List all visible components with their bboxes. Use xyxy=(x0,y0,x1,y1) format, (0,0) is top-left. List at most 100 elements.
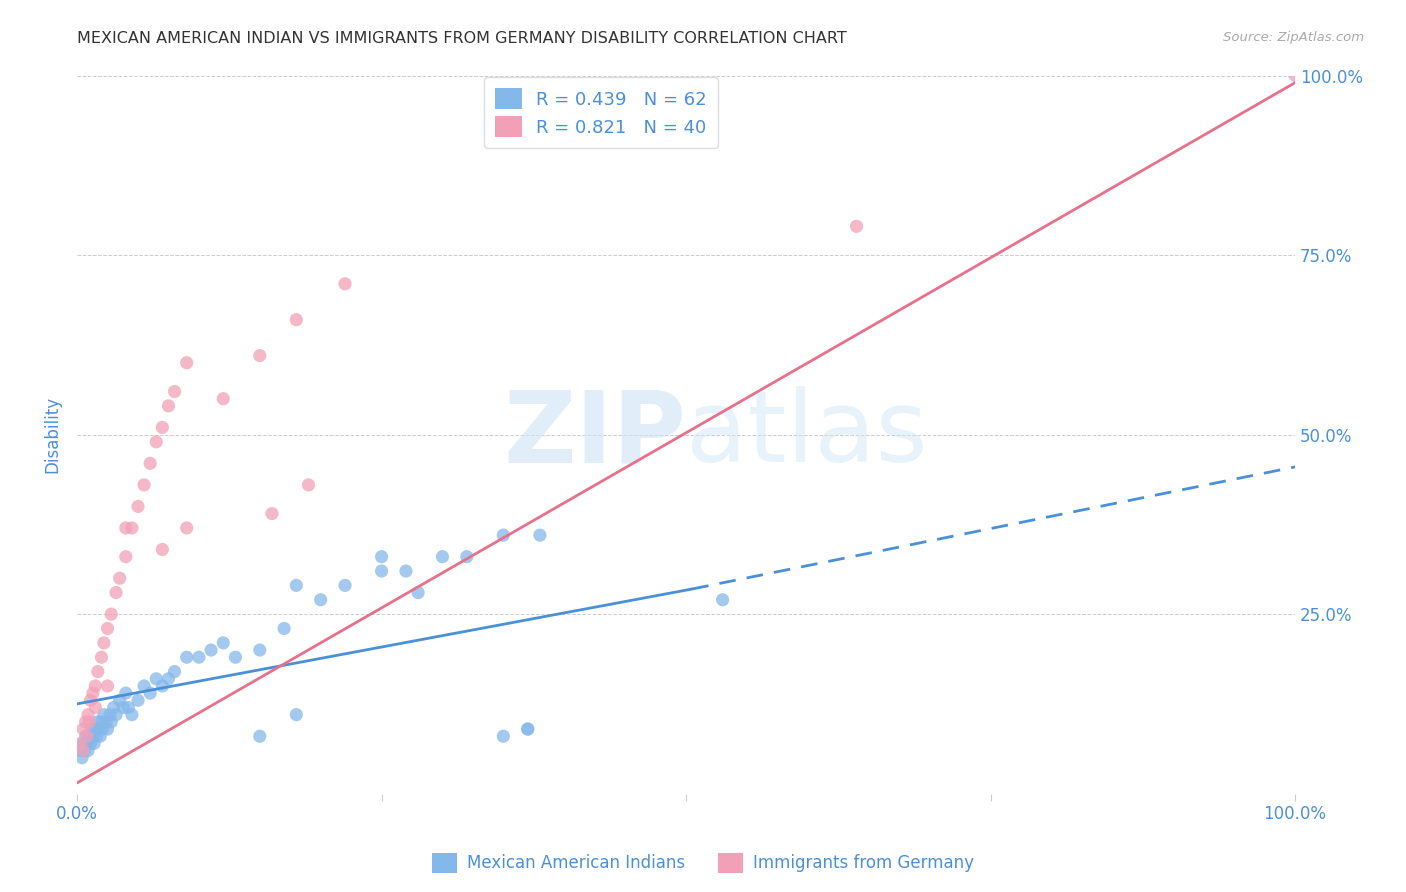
Point xyxy=(114,686,136,700)
Point xyxy=(395,564,418,578)
Text: ZIP: ZIP xyxy=(503,386,686,483)
Point xyxy=(77,714,100,729)
Text: Source: ZipAtlas.com: Source: ZipAtlas.com xyxy=(1223,31,1364,45)
Point xyxy=(84,679,107,693)
Point xyxy=(82,729,104,743)
Point xyxy=(105,585,128,599)
Point xyxy=(516,722,538,736)
Point xyxy=(406,585,429,599)
Point xyxy=(127,500,149,514)
Point xyxy=(333,277,356,291)
Point xyxy=(370,549,392,564)
Point xyxy=(224,650,246,665)
Point xyxy=(121,521,143,535)
Point xyxy=(87,722,110,736)
Point xyxy=(112,700,135,714)
Point xyxy=(69,743,91,757)
Point xyxy=(87,714,110,729)
Point xyxy=(456,549,478,564)
Point xyxy=(132,478,155,492)
Point xyxy=(309,592,332,607)
Point xyxy=(77,707,100,722)
Point xyxy=(103,700,125,714)
Point xyxy=(79,693,101,707)
Point xyxy=(285,707,308,722)
Point xyxy=(200,643,222,657)
Point xyxy=(297,478,319,492)
Point xyxy=(73,743,96,757)
Point xyxy=(249,349,271,363)
Point xyxy=(108,571,131,585)
Point xyxy=(77,743,100,757)
Legend: Mexican American Indians, Immigrants from Germany: Mexican American Indians, Immigrants fro… xyxy=(425,847,981,880)
Point xyxy=(91,722,114,736)
Point xyxy=(127,693,149,707)
Text: MEXICAN AMERICAN INDIAN VS IMMIGRANTS FROM GERMANY DISABILITY CORRELATION CHART: MEXICAN AMERICAN INDIAN VS IMMIGRANTS FR… xyxy=(77,31,846,46)
Point xyxy=(492,729,515,743)
Point xyxy=(139,456,162,470)
Point xyxy=(77,729,100,743)
Text: atlas: atlas xyxy=(686,386,928,483)
Point xyxy=(432,549,454,564)
Point xyxy=(845,219,868,234)
Point xyxy=(93,636,115,650)
Point xyxy=(75,714,97,729)
Point xyxy=(370,564,392,578)
Point xyxy=(114,549,136,564)
Point xyxy=(150,542,173,557)
Point xyxy=(529,528,551,542)
Point xyxy=(212,636,235,650)
Point xyxy=(249,729,271,743)
Point xyxy=(273,622,295,636)
Point xyxy=(72,722,94,736)
Point xyxy=(98,707,121,722)
Point xyxy=(150,679,173,693)
Point xyxy=(212,392,235,406)
Point xyxy=(145,672,167,686)
Point xyxy=(114,521,136,535)
Point xyxy=(72,736,94,750)
Point xyxy=(84,700,107,714)
Point xyxy=(145,434,167,449)
Point xyxy=(1284,69,1306,83)
Point xyxy=(93,707,115,722)
Point xyxy=(89,729,111,743)
Point xyxy=(96,679,118,693)
Point xyxy=(249,643,271,657)
Point xyxy=(260,507,283,521)
Point xyxy=(285,312,308,326)
Point xyxy=(516,722,538,736)
Point xyxy=(163,384,186,399)
Legend: R = 0.439   N = 62, R = 0.821   N = 40: R = 0.439 N = 62, R = 0.821 N = 40 xyxy=(484,78,717,148)
Point xyxy=(157,399,180,413)
Point xyxy=(96,714,118,729)
Point xyxy=(176,650,198,665)
Point xyxy=(187,650,209,665)
Point xyxy=(492,528,515,542)
Point xyxy=(108,693,131,707)
Point xyxy=(90,650,112,665)
Point xyxy=(82,686,104,700)
Point xyxy=(117,700,139,714)
Point xyxy=(90,714,112,729)
Point xyxy=(285,578,308,592)
Point xyxy=(87,665,110,679)
Point xyxy=(76,736,98,750)
Point xyxy=(163,665,186,679)
Point xyxy=(83,736,105,750)
Point xyxy=(139,686,162,700)
Point xyxy=(333,578,356,592)
Point xyxy=(105,707,128,722)
Point xyxy=(75,729,97,743)
Point xyxy=(76,729,98,743)
Point xyxy=(100,714,122,729)
Point xyxy=(86,729,108,743)
Y-axis label: Disability: Disability xyxy=(44,396,60,473)
Point xyxy=(176,356,198,370)
Point xyxy=(157,672,180,686)
Point xyxy=(79,736,101,750)
Point xyxy=(84,722,107,736)
Point xyxy=(176,521,198,535)
Point xyxy=(72,743,94,757)
Point xyxy=(150,420,173,434)
